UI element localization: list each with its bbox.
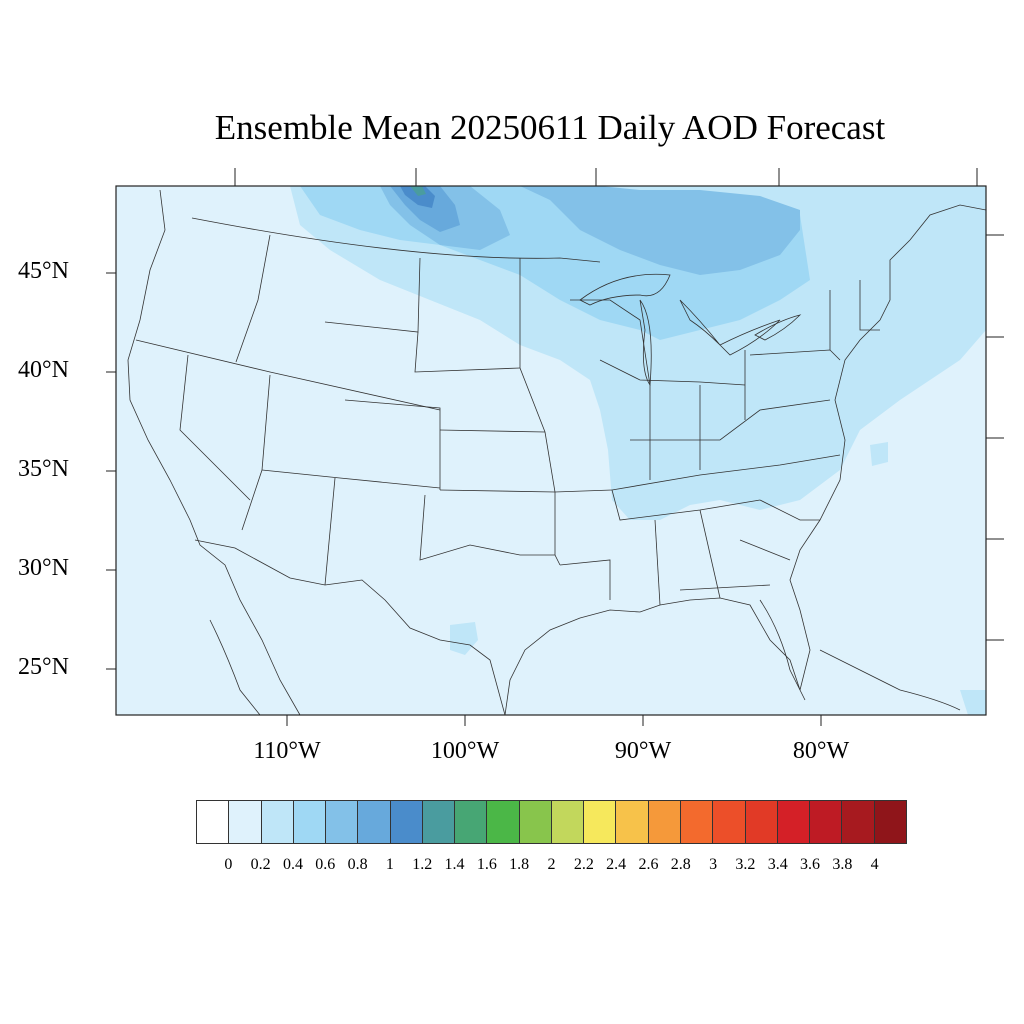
state-boundaries xyxy=(127,189,986,715)
colorbar-cell xyxy=(680,801,714,843)
aod-patch-se xyxy=(960,690,986,715)
colorbar-cell xyxy=(197,801,230,843)
lon-label-90: 90°W xyxy=(614,738,672,764)
axis-ticks xyxy=(106,168,1004,726)
colorbar-cell xyxy=(777,801,811,843)
lat-label-35: 35°N xyxy=(18,456,69,482)
lat-label-45: 45°N xyxy=(18,258,69,284)
colorbar-label: 2.6 xyxy=(638,856,659,873)
colorbar-cell xyxy=(745,801,778,843)
colorbar-label: 2 xyxy=(547,856,556,873)
lat-label-40: 40°N xyxy=(18,357,69,383)
lon-label-100: 100°W xyxy=(430,738,500,764)
colorbar-label: 1.6 xyxy=(476,856,497,873)
colorbar-label: 0.6 xyxy=(315,856,336,873)
colorbar xyxy=(196,800,907,844)
lat-label-30: 30°N xyxy=(18,555,69,581)
colorbar-cell xyxy=(358,801,391,843)
colorbar-labels: 0 0.2 0.4 0.6 0.8 1 1.2 1.4 1.6 1.8 2 2.2 2.4 2.6 2.8 3… xyxy=(0,856,1024,880)
lon-label-80: 80°W xyxy=(792,738,850,764)
colorbar-label: 0.4 xyxy=(282,856,303,873)
aod-band-teal xyxy=(410,186,426,196)
colorbar-cell xyxy=(551,801,585,843)
colorbar-label: 0.8 xyxy=(347,856,368,873)
colorbar-cell xyxy=(874,801,906,843)
colorbar-label: 0 xyxy=(224,856,233,873)
colorbar-cell xyxy=(519,801,552,843)
aod-patch-carolina xyxy=(870,442,888,466)
lon-label-110: 110°W xyxy=(253,738,321,764)
colorbar-label: 3.4 xyxy=(767,856,788,873)
colorbar-cell xyxy=(293,801,327,843)
colorbar-label: 1.8 xyxy=(509,856,530,873)
colorbar-cell xyxy=(261,801,294,843)
colorbar-label: 2.8 xyxy=(670,856,691,873)
map-frame xyxy=(115,185,987,716)
colorbar-label: 2.4 xyxy=(606,856,627,873)
colorbar-label: 3 xyxy=(709,856,718,873)
colorbar-label: 1 xyxy=(385,856,394,873)
colorbar-label: 3.6 xyxy=(800,856,821,873)
colorbar-label: 3.2 xyxy=(735,856,756,873)
aod-band-deepest xyxy=(400,186,435,208)
aod-band-dark xyxy=(360,186,800,275)
colorbar-label: 3.8 xyxy=(832,856,853,873)
colorbar-cell xyxy=(616,801,649,843)
colorbar-cell xyxy=(422,801,456,843)
colorbar-cell xyxy=(713,801,746,843)
colorbar-cell xyxy=(842,801,875,843)
colorbar-cell xyxy=(810,801,843,843)
aod-band-light xyxy=(290,186,986,520)
map-title: Ensemble Mean 20250611 Daily AOD Forecas… xyxy=(214,108,886,147)
colorbar-cell xyxy=(584,801,617,843)
colorbar-label: 0.2 xyxy=(250,856,271,873)
aod-patch-texas xyxy=(450,622,478,655)
colorbar-label: 1.4 xyxy=(444,856,465,873)
colorbar-cell xyxy=(326,801,359,843)
colorbar-cell xyxy=(648,801,681,843)
colorbar-label: 4 xyxy=(870,856,879,873)
colorbar-cell xyxy=(455,801,488,843)
colorbar-cell xyxy=(487,801,520,843)
colorbar-label: 2.2 xyxy=(573,856,594,873)
colorbar-cell xyxy=(390,801,423,843)
colorbar-cell xyxy=(229,801,262,843)
lat-label-25: 25°N xyxy=(18,654,69,680)
aod-band-darker xyxy=(390,186,460,232)
colorbar-label: 1.2 xyxy=(412,856,433,873)
